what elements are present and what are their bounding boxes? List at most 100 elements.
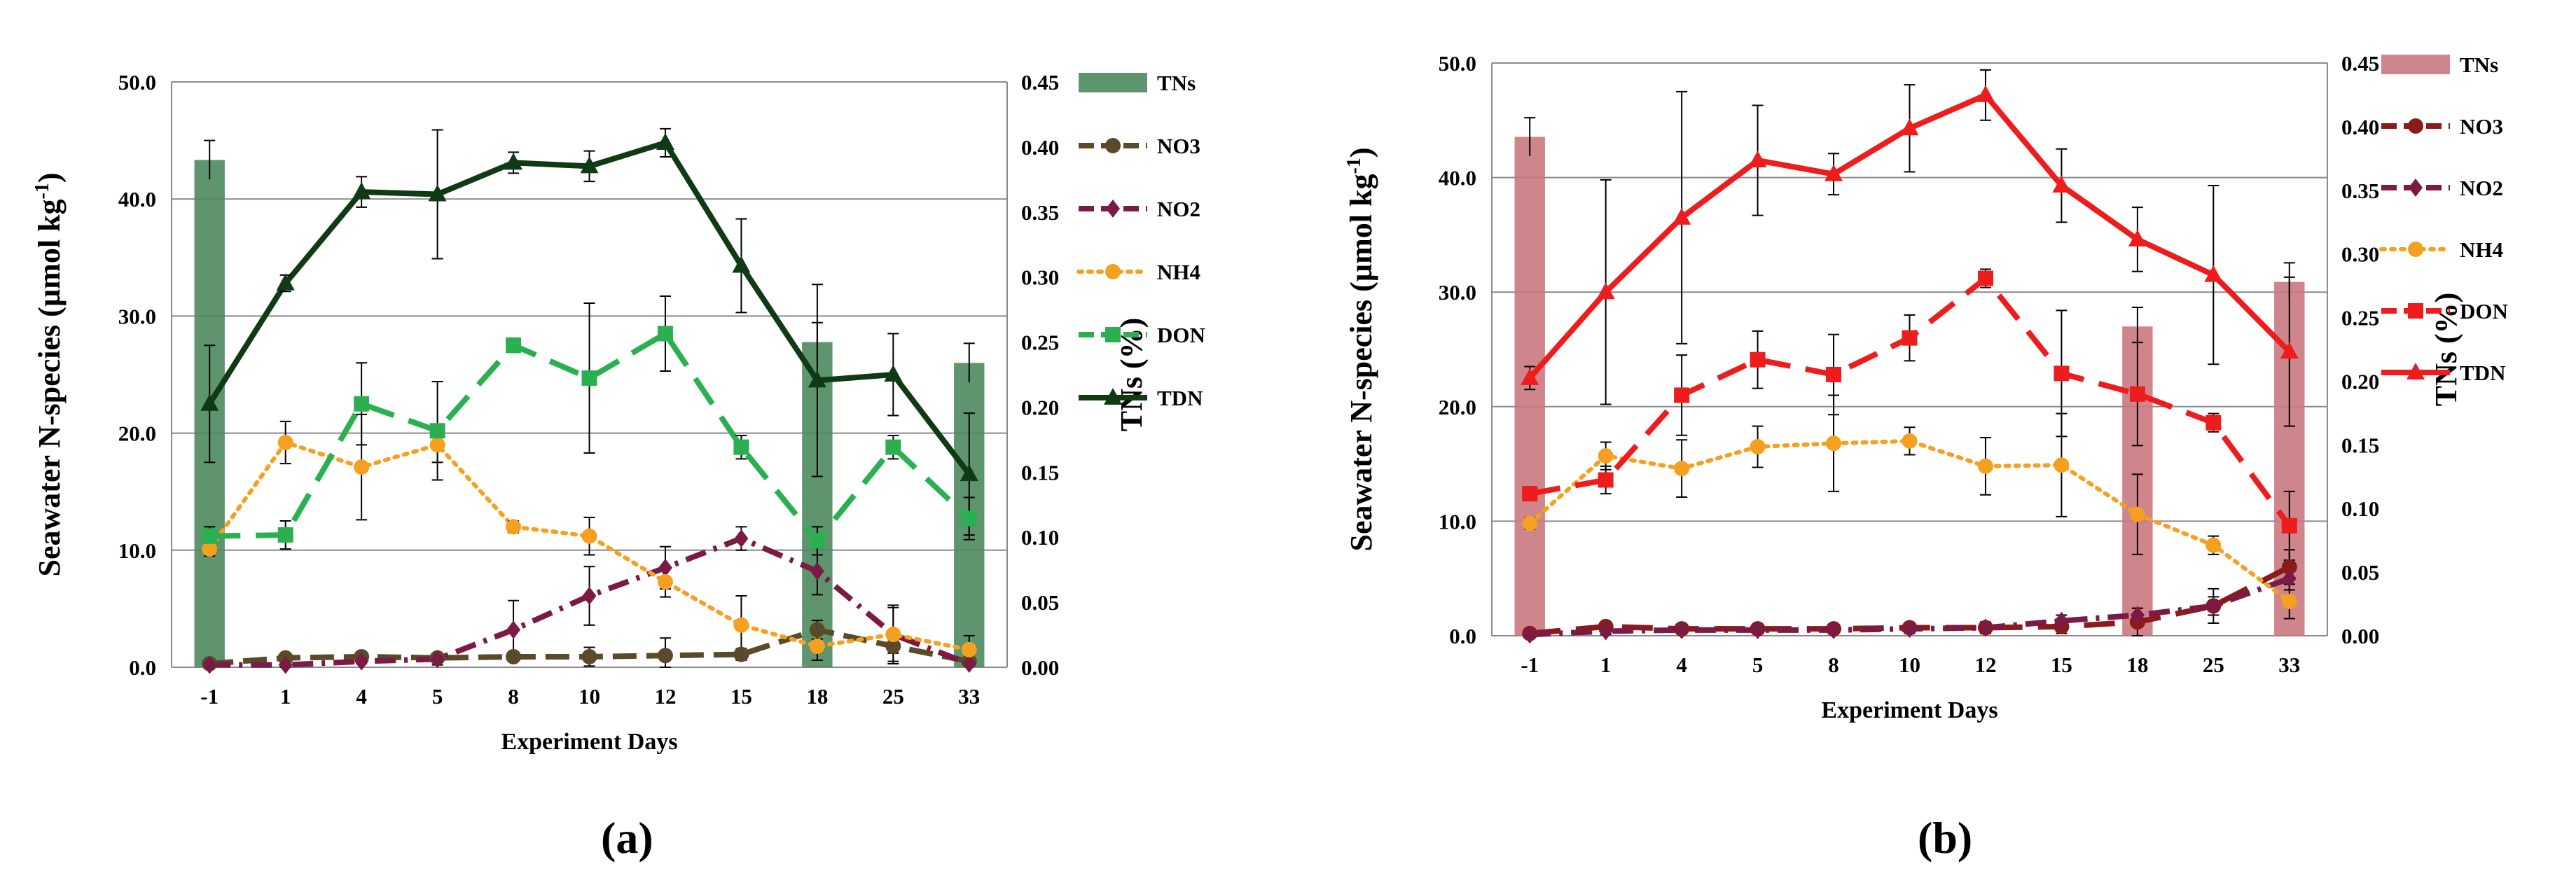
- legend-label-no2: NO2: [1157, 197, 1200, 221]
- x-tick-label: 18: [2126, 653, 2148, 677]
- y2-tick-label: 0.35: [2341, 179, 2379, 203]
- chart-panel-b: 0.0 10.0 20.0 30.0 40.0 50.0 0.00 0.05 0.10 0.15 0…: [1343, 51, 2508, 723]
- point-no2-25: [2206, 597, 2221, 615]
- legend-label-tdn: TDN: [1157, 386, 1203, 410]
- y-axis-title-main: Seawater N-species (µmol kg: [1344, 174, 1378, 551]
- y2-tick-label: 0.00: [1021, 655, 1059, 680]
- point-don-25: [2205, 414, 2222, 431]
- y-axis-title-tail: ): [32, 173, 67, 183]
- point-tdn--1: [1521, 368, 1539, 385]
- point-don-12: [657, 326, 673, 342]
- y-tick-label: 50.0: [118, 70, 156, 95]
- point-nh4-15: [733, 617, 749, 633]
- legend-marker-nh4: [1105, 264, 1121, 279]
- point-don-5: [429, 423, 445, 439]
- point-tdn-1: [1596, 282, 1615, 300]
- point-no2-4: [354, 652, 369, 671]
- point-no2-18: [810, 562, 824, 580]
- y-axis-title-tail: ): [1344, 148, 1378, 158]
- legend-entry-tdn: TDN: [1079, 386, 1203, 410]
- legend-entry-don: DON: [1079, 323, 1205, 347]
- point-no2-12: [1978, 618, 1993, 637]
- y-tick-label: 10.0: [118, 538, 156, 563]
- legend-marker-tdn: [1104, 388, 1122, 405]
- point-tdn-25: [2204, 265, 2223, 282]
- y-tick-label: 0.0: [1449, 624, 1476, 648]
- point-no2-8: [506, 620, 521, 639]
- legend-entry-tns: TNs: [2381, 53, 2498, 77]
- point-don-4: [1674, 387, 1690, 403]
- y-tick-label: 10.0: [1439, 509, 1476, 534]
- point-nh4-25: [2205, 537, 2222, 553]
- point-no2-33: [962, 654, 976, 673]
- point-don--1: [202, 528, 218, 544]
- point-no2-4: [1675, 620, 1689, 639]
- x-tick-label: 18: [806, 684, 828, 709]
- legend-label-tns: TNs: [2460, 53, 2498, 77]
- point-no2-1: [1598, 622, 1613, 641]
- x-tick-label: -1: [200, 684, 219, 709]
- point-nh4-4: [1674, 461, 1690, 477]
- y-tick-label: 40.0: [1439, 166, 1476, 190]
- point-nh4-1: [1598, 448, 1614, 464]
- y2-tick-label: 0.20: [2341, 369, 2379, 393]
- point-don--1: [1522, 486, 1538, 502]
- point-no3-10: [581, 648, 597, 664]
- y2-tick-label: 0.45: [2341, 51, 2379, 76]
- point-no2-10: [582, 587, 597, 606]
- point-nh4-12: [657, 573, 673, 590]
- x-tick-label: 25: [2203, 653, 2224, 677]
- x-tick-label: 10: [579, 684, 600, 709]
- point-nh4-8: [1826, 435, 1842, 452]
- x-tick-label: 10: [1899, 653, 1920, 677]
- point-no3-15: [733, 646, 749, 662]
- legend-marker-no3: [2408, 118, 2423, 134]
- legend-entry-don: DON: [2381, 299, 2508, 323]
- legend-marker-tdn: [2407, 363, 2425, 379]
- y2-tick-label: 0.10: [1021, 525, 1059, 550]
- point-no2--1: [202, 655, 217, 674]
- x-tick-label: 12: [654, 684, 676, 709]
- panel-label-b: (b): [1918, 813, 1973, 863]
- point-tdn-33: [960, 464, 978, 482]
- y-axis-title: Seawater N-species (µmol kg-1): [1343, 148, 1378, 552]
- point-don-10: [1902, 330, 1918, 346]
- legend-swatch-tns: [1079, 73, 1147, 92]
- point-tdn-33: [2280, 342, 2299, 359]
- legend-marker-no2: [1106, 200, 1120, 218]
- point-tdn-10: [1900, 118, 1919, 136]
- point-no2-5: [1750, 620, 1765, 639]
- legend-marker-don: [1105, 327, 1121, 342]
- y2-tick-label: 0.15: [2341, 433, 2379, 457]
- point-tdn-8: [1824, 164, 1843, 181]
- legend-label-no2: NO2: [2460, 176, 2503, 200]
- legend-marker-don: [2408, 303, 2423, 319]
- legend-label-don: DON: [2460, 299, 2508, 323]
- legend-entry-nh4: NH4: [1076, 260, 1200, 284]
- point-tdn-18: [808, 370, 826, 388]
- point-nh4-33: [2281, 593, 2297, 609]
- point-no2-8: [1827, 620, 1841, 639]
- point-nh4-18: [2129, 506, 2145, 522]
- y2-tick-label: 0.35: [1021, 200, 1059, 225]
- point-tdn-5: [428, 184, 447, 202]
- point-tdn-15: [2052, 176, 2071, 193]
- point-nh4-4: [354, 459, 370, 475]
- x-tick-label: 12: [1974, 653, 1996, 677]
- legend: TNs NO3 NO2 NH4 DON TDN: [1076, 71, 1205, 410]
- point-no3-12: [657, 648, 673, 664]
- point-tdn-1: [276, 273, 295, 291]
- x-tick-label: 5: [1752, 653, 1764, 677]
- y2-tick-label: 0.20: [1021, 395, 1059, 419]
- point-nh4-33: [961, 641, 977, 657]
- legend-label-no3: NO3: [1157, 134, 1200, 158]
- point-don-33: [961, 510, 977, 527]
- point-tdn-25: [884, 365, 903, 382]
- y-tick-label: 30.0: [118, 304, 156, 328]
- y2-tick-label: 0.45: [1021, 70, 1059, 95]
- point-don-33: [2281, 517, 2297, 534]
- x-tick-label: 15: [2051, 653, 2072, 677]
- point-tdn-12: [1976, 85, 1995, 102]
- point-tdn-12: [656, 132, 674, 150]
